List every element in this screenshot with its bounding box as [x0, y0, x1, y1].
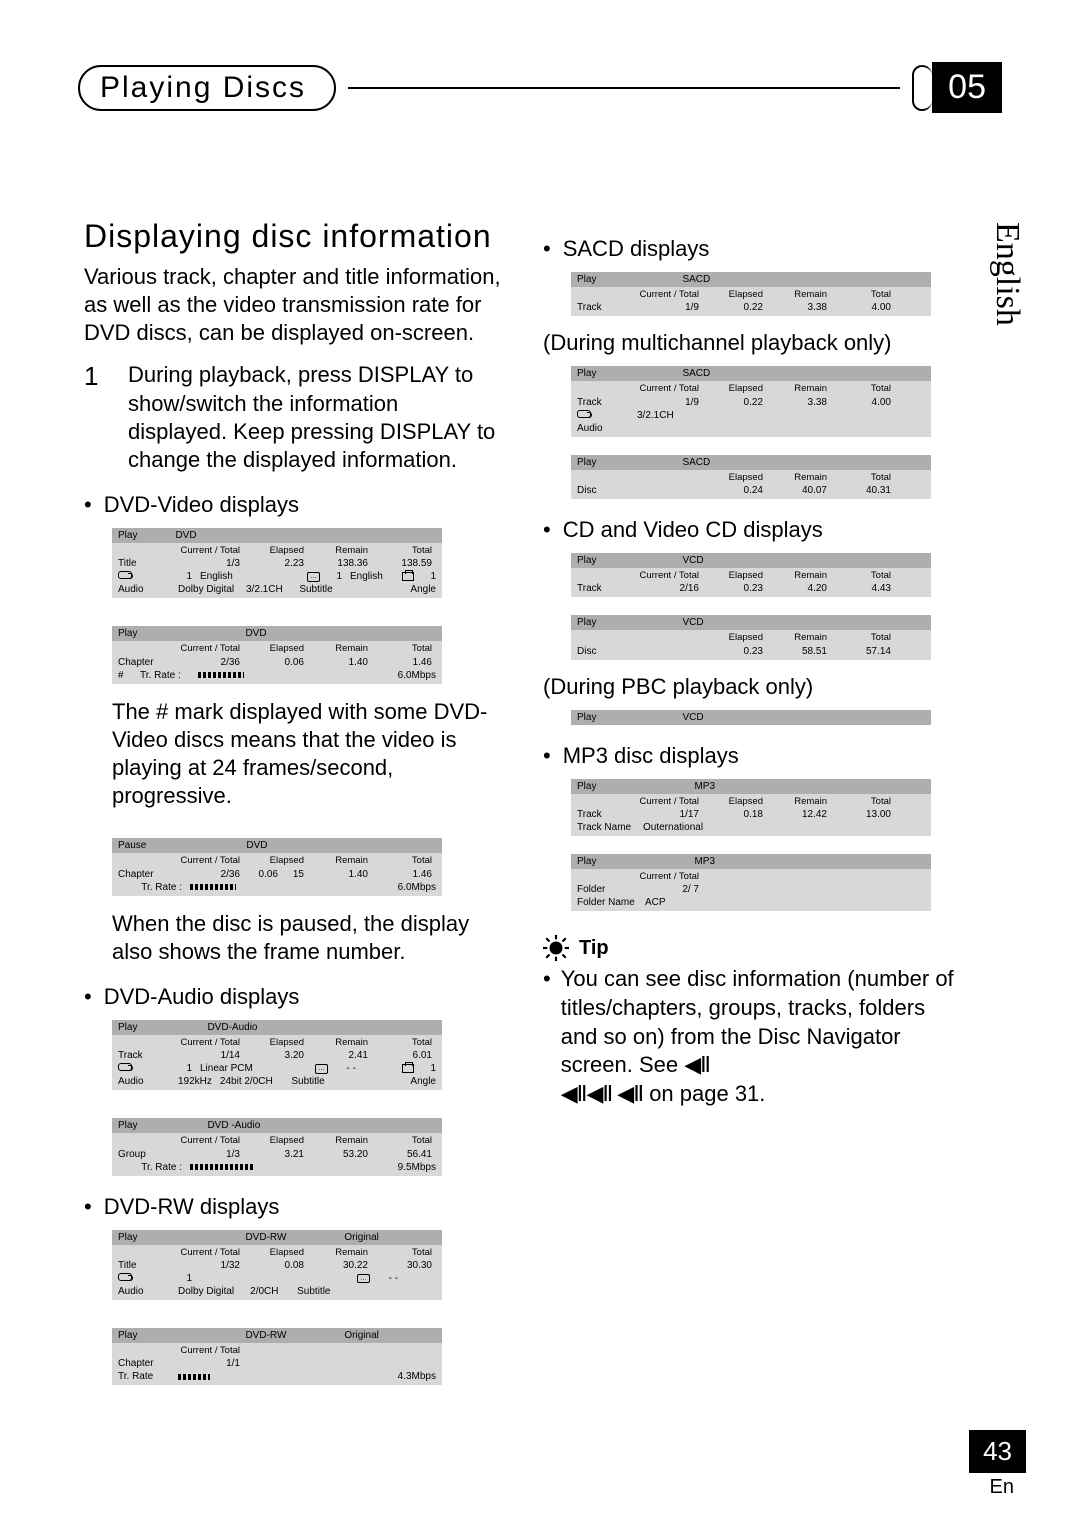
- osd-vcd-2: PlayVCD ElapsedRemainTotal Disc0.2358.51…: [571, 615, 931, 659]
- dolby-icon: [118, 1063, 132, 1071]
- subtitle-icon: …: [307, 572, 320, 582]
- bullet-mp3: MP3 disc displays: [543, 743, 960, 769]
- section-intro: Various track, chapter and title informa…: [84, 263, 501, 347]
- dolby-icon: [118, 1273, 132, 1281]
- osd-sacd-3: PlaySACD ElapsedRemainTotal Disc0.2440.0…: [571, 455, 931, 499]
- dolby-icon: [577, 410, 591, 418]
- step-text: During playback, press DISPLAY to show/s…: [128, 361, 501, 474]
- osd-dvd-audio-1: PlayDVD-Audio Current / TotalElapsedRema…: [112, 1020, 442, 1090]
- subtitle-icon: …: [315, 1064, 328, 1074]
- step-row: 1 During playback, press DISPLAY to show…: [84, 361, 501, 474]
- chapter-divider: [348, 87, 900, 89]
- bullet-cd-vcd: CD and Video CD displays: [543, 517, 960, 543]
- right-column: SACD displays PlaySACD Current / TotalEl…: [543, 218, 960, 1385]
- chapter-decor: [912, 65, 932, 111]
- bullet-dvd-video: DVD-Video displays: [84, 492, 501, 518]
- page-number: 43: [969, 1430, 1026, 1473]
- osd-dvdrw-1: PlayDVD-RWOriginal Current / TotalElapse…: [112, 1230, 442, 1300]
- osd-mp3-1: PlayMP3 Current / TotalElapsedRemainTota…: [571, 779, 931, 836]
- tip-body: • You can see disc information (number o…: [543, 965, 960, 1108]
- pbc-sub: (During PBC playback only): [543, 674, 960, 700]
- chapter-title-pill: Playing Discs: [78, 65, 336, 111]
- bitrate-bar: [190, 884, 236, 890]
- bullet-dvd-audio: DVD-Audio displays: [84, 984, 501, 1010]
- page-lang: En: [990, 1476, 1014, 1499]
- tip-header: Tip: [543, 935, 960, 961]
- bullet-dvd-rw: DVD-RW displays: [84, 1194, 501, 1220]
- tip-label: Tip: [579, 937, 609, 960]
- subtitle-icon: …: [357, 1274, 370, 1284]
- bitrate-bar: [190, 1164, 254, 1170]
- section-heading: Displaying disc information: [84, 218, 501, 255]
- osd-sacd-2: PlaySACD Current / TotalElapsedRemainTot…: [571, 366, 931, 436]
- chapter-number: 05: [932, 62, 1002, 113]
- dolby-icon: [118, 571, 132, 579]
- chapter-title: Playing Discs: [100, 71, 306, 105]
- osd-sacd-1: PlaySACD Current / TotalElapsedRemainTot…: [571, 272, 931, 316]
- osd-dvd-video-1: PlayDVD Current / TotalElapsedRemainTota…: [112, 528, 442, 598]
- bullet-sacd: SACD displays: [543, 236, 960, 262]
- hash-note: The # mark displayed with some DVD-Video…: [112, 698, 501, 811]
- osd-dvd-video-2: PlayDVD Current / TotalElapsedRemainTota…: [112, 626, 442, 683]
- chapter-header: Playing Discs 05: [78, 62, 1002, 113]
- content-area: Displaying disc information Various trac…: [84, 218, 960, 1385]
- left-column: Displaying disc information Various trac…: [84, 218, 501, 1385]
- bitrate-bar: [198, 672, 244, 678]
- osd-mp3-2: PlayMP3 Current / Total Folder2/ 7 Folde…: [571, 854, 931, 911]
- language-tab: English: [988, 222, 1026, 326]
- sacd-multi-sub: (During multichannel playback only): [543, 330, 960, 356]
- osd-vcd-pbc: PlayVCD: [571, 710, 931, 725]
- manual-page: Playing Discs 05 English 43 En Displayin…: [0, 0, 1080, 1529]
- angle-icon: [402, 1064, 414, 1073]
- pause-note: When the disc is paused, the display als…: [112, 910, 501, 966]
- step-number: 1: [84, 361, 108, 474]
- osd-dvd-pause: PauseDVD Current / TotalElapsedRemainTot…: [112, 838, 442, 895]
- bitrate-bar: [178, 1374, 210, 1380]
- osd-dvdrw-2: PlayDVD-RWOriginal Current / Total Chapt…: [112, 1328, 442, 1385]
- osd-dvd-audio-2: PlayDVD -Audio Current / TotalElapsedRem…: [112, 1118, 442, 1175]
- tip-icon: [543, 935, 569, 961]
- angle-icon: [402, 572, 414, 581]
- osd-vcd-1: PlayVCD Current / TotalElapsedRemainTota…: [571, 553, 931, 597]
